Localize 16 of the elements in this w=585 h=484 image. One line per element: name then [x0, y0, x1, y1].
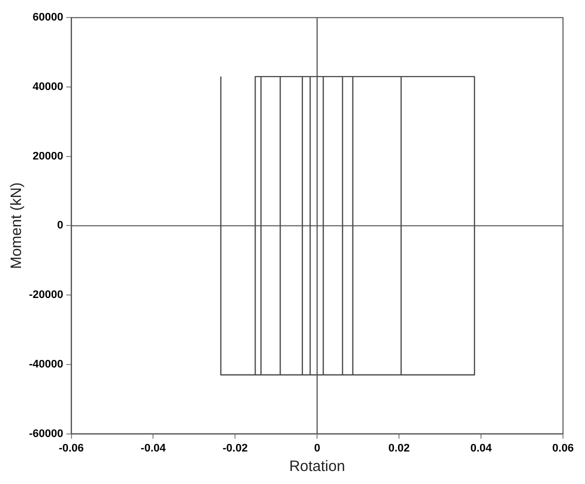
y-tick-label: 60000	[32, 12, 64, 24]
y-tick-label: 40000	[32, 81, 64, 93]
y-tick-label: -40000	[28, 358, 64, 370]
x-tick-label: -0.04	[140, 442, 167, 454]
x-tick-label: -0.02	[222, 442, 248, 454]
x-tick-label: -0.06	[58, 442, 84, 454]
x-tick-label: 0.02	[388, 442, 410, 454]
x-tick-label: 0	[314, 442, 320, 454]
y-tick-label: -20000	[28, 289, 64, 302]
x-tick-label: 0.06	[552, 442, 574, 454]
y-tick-label: 20000	[32, 150, 64, 162]
x-axis-title: Rotation	[289, 458, 346, 476]
y-tick-label: -60000	[28, 428, 64, 440]
y-tick-label: 0	[57, 220, 64, 232]
y-axis-title: Moment (kN)	[8, 182, 26, 270]
x-tick-label: 0.04	[470, 442, 493, 454]
